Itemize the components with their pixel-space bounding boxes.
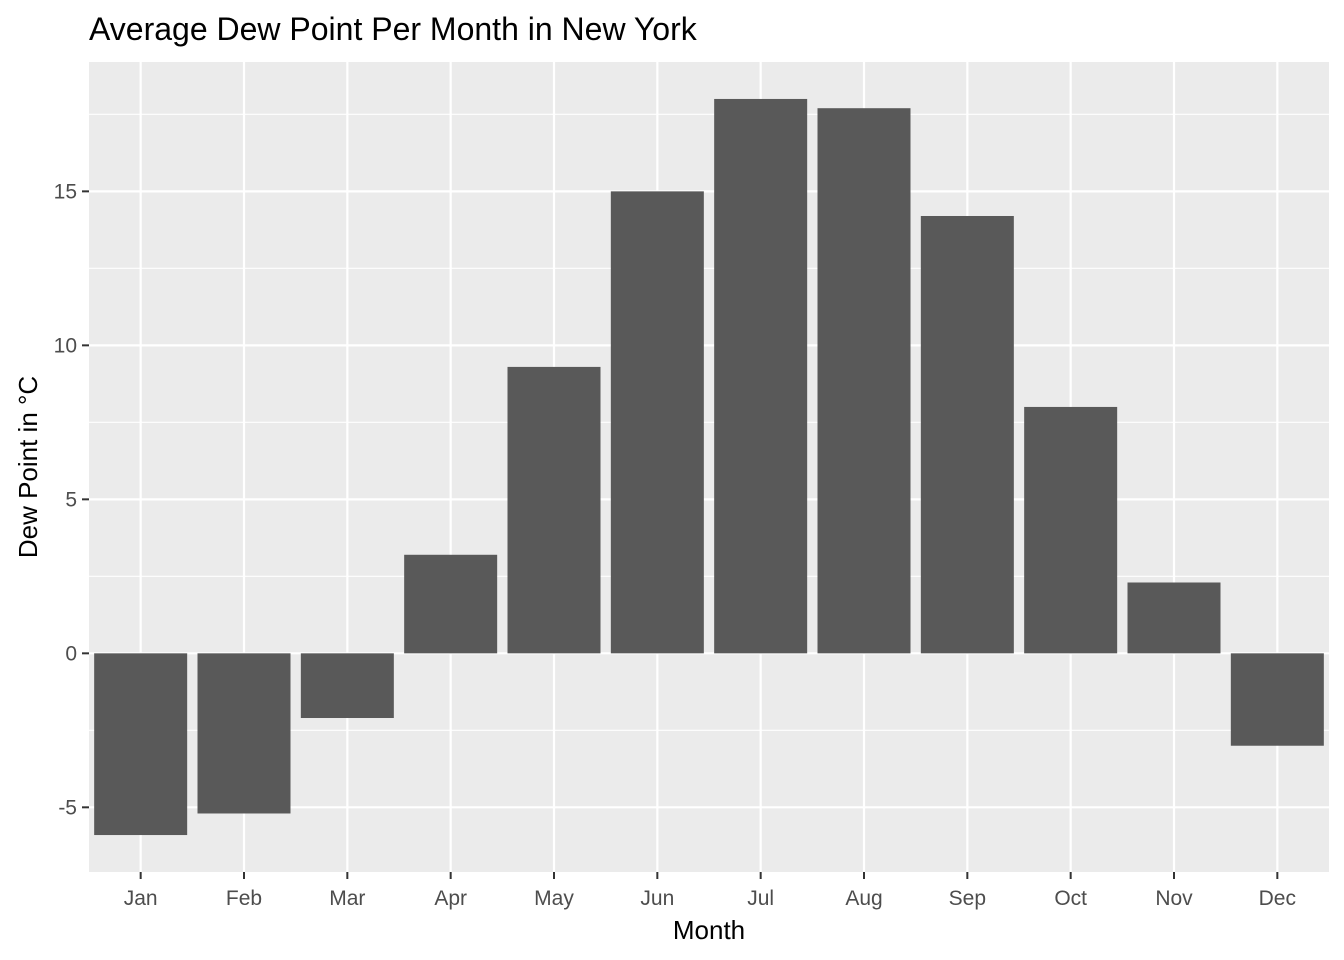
y-tick-label: 10 xyxy=(54,334,77,357)
y-tick-label: -5 xyxy=(58,796,77,819)
x-tick-label-oct: Oct xyxy=(1054,887,1087,910)
x-axis-title: Month xyxy=(673,915,745,945)
bar-jan xyxy=(94,653,188,836)
x-tick-label-nov: Nov xyxy=(1155,887,1193,910)
chart-title: Average Dew Point Per Month in New York xyxy=(89,11,698,47)
x-tick-label-may: May xyxy=(534,887,574,910)
y-axis: -5 0 5 10 15 xyxy=(54,180,89,819)
bar-jul xyxy=(714,98,808,654)
y-tick-label: 5 xyxy=(65,488,77,511)
x-tick-label-sep: Sep xyxy=(949,887,986,910)
bar-dec xyxy=(1230,653,1324,746)
plot-panel xyxy=(89,62,1329,872)
x-axis: Jan Feb Mar Apr May Jun Jul Aug Sep Oct Nov Dec xyxy=(124,872,1296,910)
x-tick-label-jul: Jul xyxy=(747,887,774,910)
x-tick-label-dec: Dec xyxy=(1259,887,1296,910)
bar-feb xyxy=(197,653,291,814)
x-tick-label-feb: Feb xyxy=(226,887,262,910)
bar-nov xyxy=(1127,582,1221,654)
bar-aug xyxy=(817,108,911,654)
x-tick-label-apr: Apr xyxy=(434,887,467,910)
bar-sep xyxy=(920,215,1014,654)
bar-apr xyxy=(404,554,498,654)
y-tick-label: 15 xyxy=(54,180,77,203)
x-tick-label-aug: Aug xyxy=(845,887,882,910)
y-tick-label: 0 xyxy=(65,642,77,665)
x-tick-label-mar: Mar xyxy=(329,887,365,910)
bar-oct xyxy=(1024,406,1118,654)
x-tick-label-jun: Jun xyxy=(640,887,674,910)
bars xyxy=(94,98,1324,836)
x-tick-label-jan: Jan xyxy=(124,887,158,910)
bar-jun xyxy=(610,191,704,654)
y-axis-title: Dew Point in °C xyxy=(13,376,43,558)
bar-may xyxy=(507,366,601,654)
bar-mar xyxy=(300,653,394,719)
